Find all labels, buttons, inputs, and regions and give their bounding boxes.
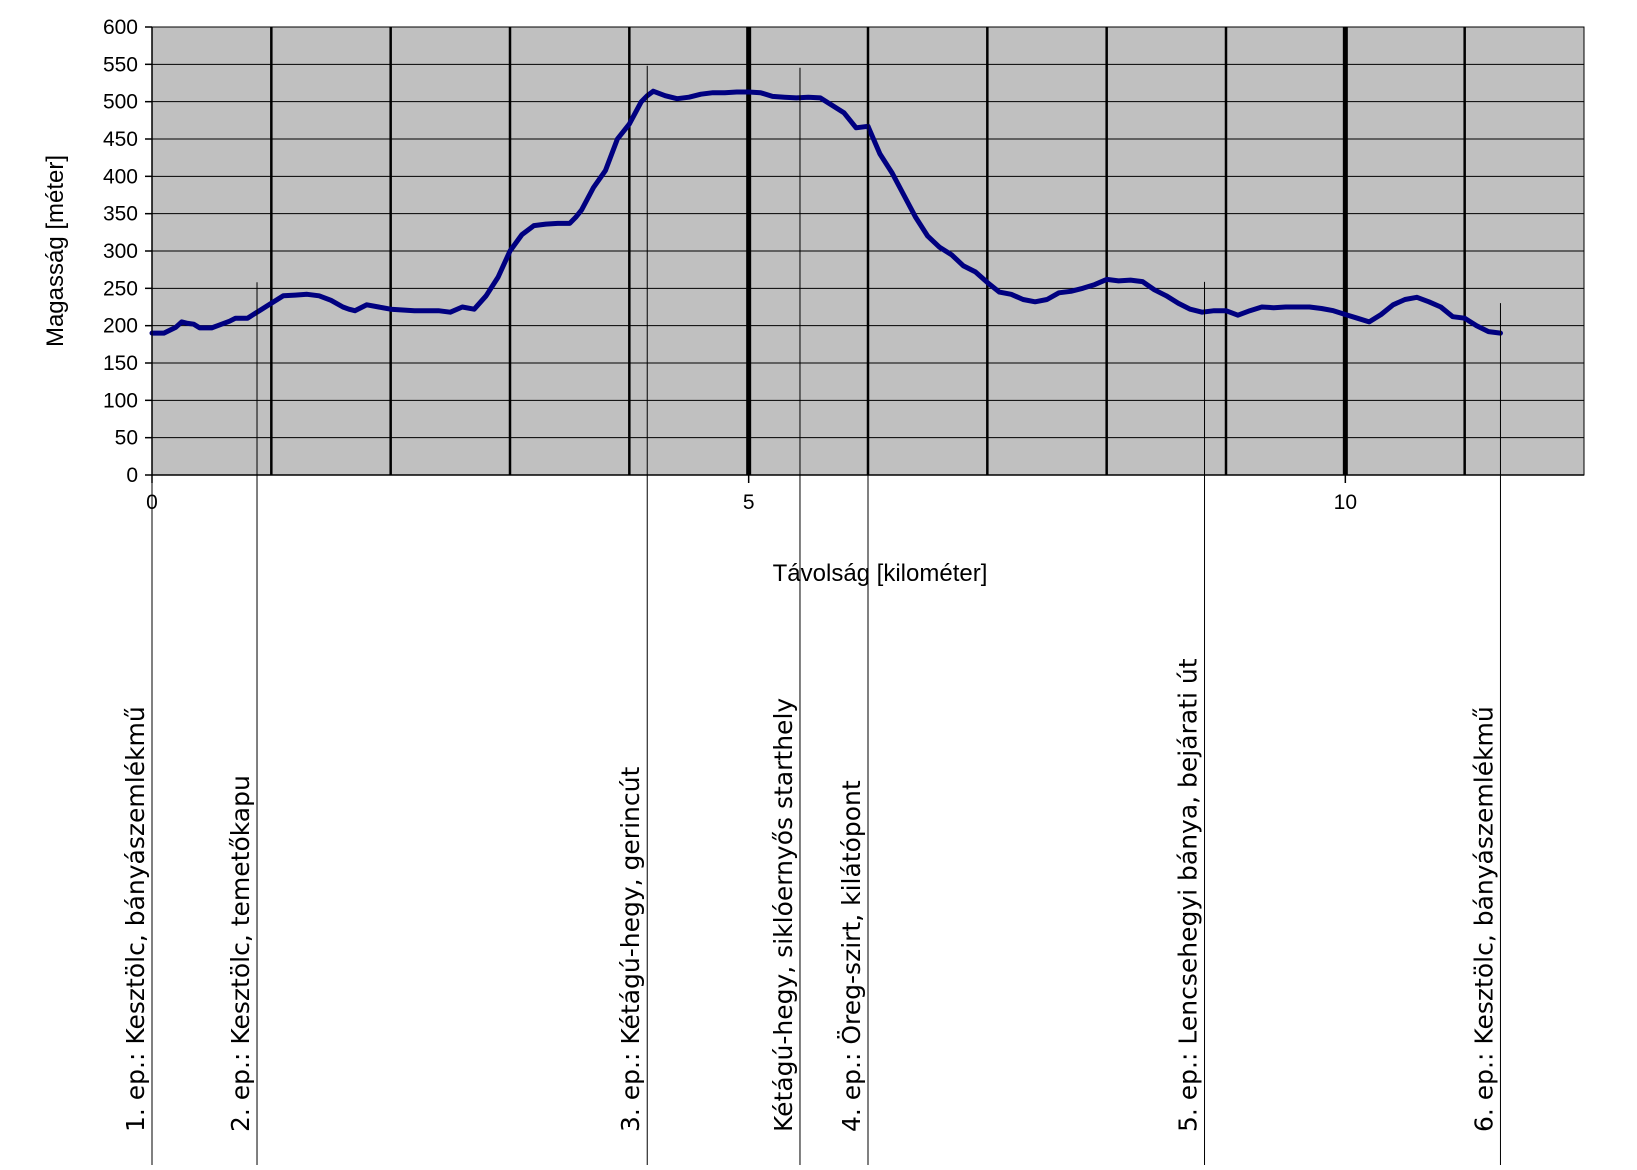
waypoint-label: 1. ep.: Kesztölc, bányászemlékmű xyxy=(121,706,150,1132)
x-tick-labels: 0 5 10 xyxy=(146,475,1357,514)
waypoint-label: Kétágú-hegy, siklóernyős starthely xyxy=(769,698,798,1132)
waypoint-label: 2. ep.: Kesztölc, temetőkapu xyxy=(226,775,255,1132)
waypoint-label: 6. ep.: Kesztölc, bányászemlékmű xyxy=(1470,706,1499,1132)
x-axis-title: Távolság [kilométer] xyxy=(773,560,988,587)
y-tick-label: 50 xyxy=(115,427,138,450)
y-axis-title: Magasság [méter] xyxy=(42,155,69,347)
y-tick-label: 300 xyxy=(103,240,138,263)
y-tick-label: 350 xyxy=(103,203,138,226)
y-tick-label: 550 xyxy=(103,53,138,76)
y-tick-label: 150 xyxy=(103,352,138,375)
waypoint-label: 4. ep.: Öreg-szirt, kilátópont xyxy=(837,780,866,1132)
waypoint-label: 5. ep.: Lencsehegyi bánya, bejárati út xyxy=(1174,658,1203,1132)
waypoint-markers: 1. ep.: Kesztölc, bányászemlékmű 2. ep.: … xyxy=(121,65,1501,1165)
y-tick-label: 400 xyxy=(103,165,138,188)
y-tick-label: 0 xyxy=(126,464,138,487)
y-tick-label: 450 xyxy=(103,128,138,151)
x-tick-label: 10 xyxy=(1334,491,1357,514)
y-tick-label: 100 xyxy=(103,389,138,412)
y-tick-label: 600 xyxy=(103,16,138,39)
y-tick-label: 250 xyxy=(103,277,138,300)
y-tick-label: 500 xyxy=(103,91,138,114)
x-tick-label: 5 xyxy=(743,491,755,514)
y-tick-label: 200 xyxy=(103,315,138,338)
elevation-series-line xyxy=(149,88,1503,336)
y-tick-labels: 0 50 100 150 200 250 300 350 400 450 500 550 600 xyxy=(103,16,152,487)
waypoint-label: 3. ep.: Kétágú-hegy, gerincút xyxy=(616,767,645,1132)
